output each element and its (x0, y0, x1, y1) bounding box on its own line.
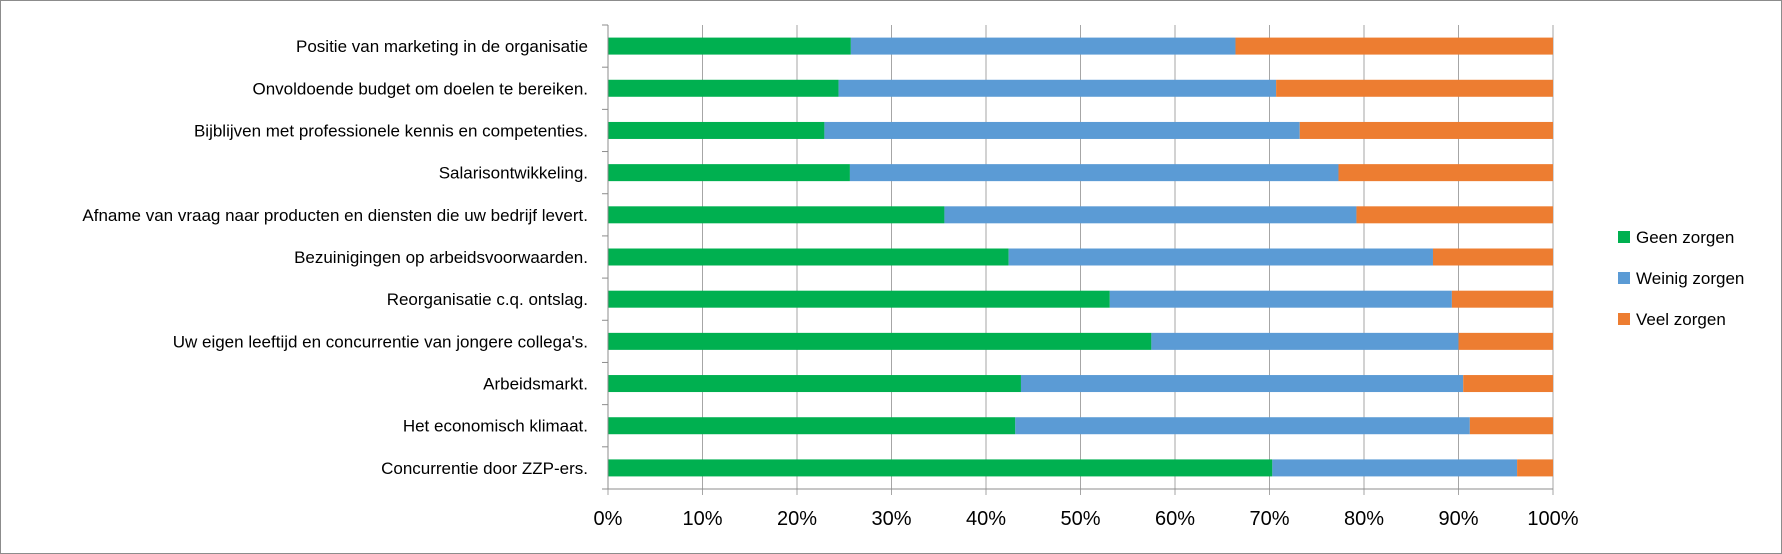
bar-segment-veel-zorgen (1276, 79, 1553, 97)
bar-segment-veel-zorgen (1469, 417, 1553, 435)
bar-segment-geen-zorgen (608, 375, 1021, 393)
bar-segment-geen-zorgen (608, 164, 850, 182)
bar-segment-veel-zorgen (1299, 121, 1553, 139)
x-tick-label: 70% (1249, 508, 1289, 530)
bar-segment-geen-zorgen (608, 248, 1009, 266)
bar-segment-weinig-zorgen (1008, 248, 1433, 266)
category-label: Salarisontwikkeling. (439, 164, 588, 183)
category-label: Afname van vraag naar producten en diens… (82, 206, 588, 225)
x-tick-label: 90% (1438, 508, 1478, 530)
x-tick-label: 100% (1527, 508, 1578, 530)
axes (602, 24, 1553, 490)
bar-segment-weinig-zorgen (1151, 332, 1459, 350)
category-label: Bezuinigingen op arbeidsvoorwaarden. (294, 248, 588, 267)
legend: Geen zorgen Weinig zorgen Veel zorgen (1618, 228, 1744, 329)
legend-swatch (1618, 231, 1630, 243)
bar-segment-geen-zorgen (608, 37, 851, 55)
bar-segment-geen-zorgen (608, 121, 825, 139)
legend-label: Weinig zorgen (1636, 269, 1744, 288)
bar-segment-veel-zorgen (1463, 375, 1553, 393)
bar-segment-veel-zorgen (1458, 332, 1553, 350)
category-label: Concurrentie door ZZP-ers. (381, 459, 588, 478)
category-label: Uw eigen leeftijd en concurrentie van jo… (173, 332, 588, 351)
bar-segment-veel-zorgen (1235, 37, 1553, 55)
bar-segment-weinig-zorgen (824, 121, 1300, 139)
category-labels: Positie van marketing in de organisatie O… (82, 37, 588, 478)
legend-label: Veel zorgen (1636, 310, 1726, 329)
bar-segment-weinig-zorgen (1109, 290, 1452, 308)
x-tick-label: 20% (777, 508, 817, 530)
bar-segment-veel-zorgen (1356, 206, 1553, 224)
bar-segment-geen-zorgen (608, 417, 1016, 435)
category-label: Onvoldoende budget om doelen te bereiken… (252, 79, 588, 98)
bar-segment-veel-zorgen (1517, 459, 1553, 477)
x-tick-labels: 0% 10% 20% 30% 40% 50% 60% 70% 80% 90% 100% (594, 508, 1579, 530)
bar-segment-weinig-zorgen (944, 206, 1357, 224)
bar-segment-weinig-zorgen (1015, 417, 1470, 435)
bar-segment-weinig-zorgen (1272, 459, 1518, 477)
x-tick-label: 10% (682, 508, 722, 530)
bar-segment-weinig-zorgen (850, 37, 1236, 55)
bar-segment-geen-zorgen (608, 459, 1273, 477)
legend-label: Geen zorgen (1636, 228, 1734, 247)
legend-swatch (1618, 272, 1630, 284)
bar-segment-veel-zorgen (1451, 290, 1553, 308)
category-label: Reorganisatie c.q. ontslag. (387, 290, 588, 309)
x-tick-label: 30% (871, 508, 911, 530)
bar-segment-geen-zorgen (608, 290, 1110, 308)
legend-swatch (1618, 313, 1630, 325)
bar-segment-weinig-zorgen (1020, 375, 1464, 393)
x-tick-label: 80% (1344, 508, 1384, 530)
category-label: Het economisch klimaat. (403, 417, 588, 436)
category-label: Bijblijven met professionele kennis en c… (194, 121, 588, 140)
x-tick-label: 60% (1155, 508, 1195, 530)
x-tick-label: 0% (594, 508, 623, 530)
bar-segment-geen-zorgen (608, 79, 839, 97)
bar-segment-weinig-zorgen (849, 164, 1339, 182)
bar-segment-geen-zorgen (608, 332, 1152, 350)
x-tick-label: 40% (966, 508, 1006, 530)
bar-segment-veel-zorgen (1338, 164, 1553, 182)
category-label: Positie van marketing in de organisatie (296, 37, 588, 56)
bar-segment-geen-zorgen (608, 206, 945, 224)
category-label: Arbeidsmarkt. (483, 375, 588, 394)
bars (608, 37, 1553, 477)
x-tick-label: 50% (1060, 508, 1100, 530)
bar-segment-weinig-zorgen (838, 79, 1277, 97)
bar-segment-veel-zorgen (1432, 248, 1553, 266)
